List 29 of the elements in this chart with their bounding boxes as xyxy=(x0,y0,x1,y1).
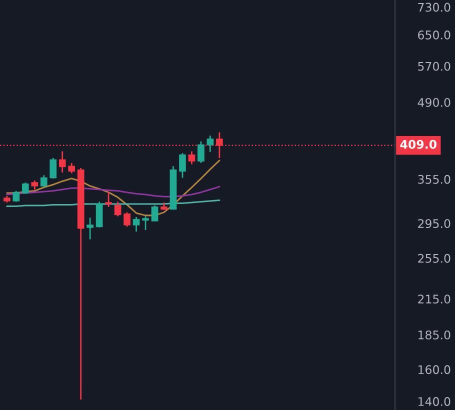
y-tick-label: 650.0 xyxy=(418,30,450,40)
y-tick-label: 570.0 xyxy=(418,62,450,71)
y-tick-label: 295.0 xyxy=(418,219,450,228)
candlestick xyxy=(151,204,158,222)
y-tick-label: 255.0 xyxy=(418,254,450,263)
y-tick-label: 160.0 xyxy=(418,365,450,374)
candlestick xyxy=(132,216,140,232)
candlestick xyxy=(86,217,94,240)
line-series xyxy=(6,160,220,216)
candlestick xyxy=(58,150,66,174)
y-tick-label: 185.0 xyxy=(418,330,450,340)
candlestick xyxy=(179,152,186,179)
candlestick xyxy=(206,134,214,153)
y-tick-label: 355.0 xyxy=(418,174,450,184)
candlestick xyxy=(188,150,196,165)
candlestick xyxy=(142,216,149,231)
candlestick xyxy=(114,201,122,217)
candlestick xyxy=(68,162,76,174)
line-series xyxy=(6,186,220,198)
candlestick xyxy=(105,190,112,208)
candlestick xyxy=(96,201,103,228)
candlestick xyxy=(50,157,57,180)
ref-line-label: 409.0 xyxy=(400,140,437,149)
y-tick-label: 730.0 xyxy=(418,2,450,12)
y-tick-label: 140.0 xyxy=(418,397,450,406)
candlestick xyxy=(124,212,130,228)
y-tick-label: 490.0 xyxy=(418,98,450,107)
y-tick-label: 215.0 xyxy=(418,294,450,304)
candlestick xyxy=(198,140,204,164)
